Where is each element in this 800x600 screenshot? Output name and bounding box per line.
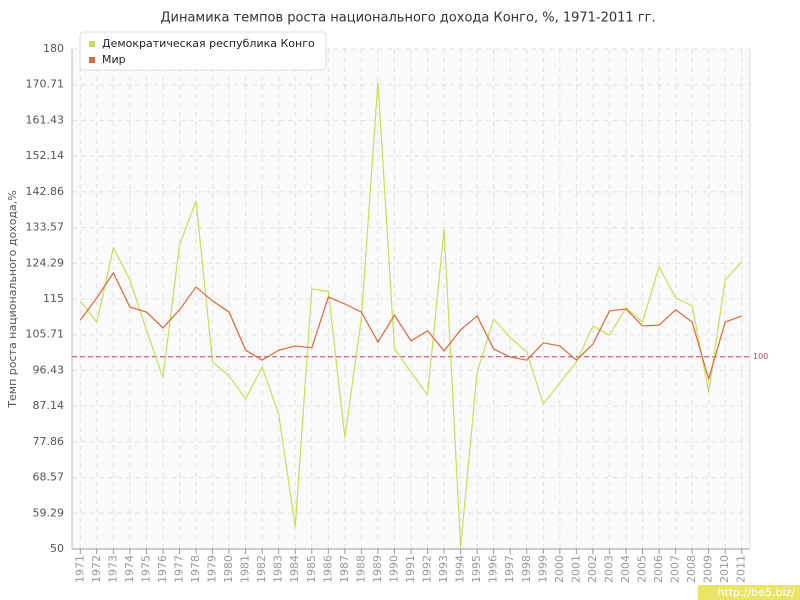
series-line bbox=[79, 271, 742, 382]
x-tick-label: 1984 bbox=[288, 555, 301, 583]
legend-box bbox=[79, 31, 327, 71]
x-tick-label: 1983 bbox=[272, 555, 285, 583]
y-tick-label: 68.57 bbox=[33, 471, 65, 484]
y-tick-label: 50 bbox=[50, 542, 64, 555]
y-tick-label: 87.14 bbox=[33, 399, 65, 412]
x-tick-label: 1985 bbox=[305, 555, 318, 583]
x-tick-label: 1971 bbox=[73, 555, 86, 583]
x-tick-label: 2007 bbox=[669, 555, 682, 583]
x-tick-label: 1974 bbox=[123, 555, 136, 583]
x-tick-label: 1993 bbox=[437, 555, 450, 583]
reference-label: 100 bbox=[753, 352, 768, 361]
y-tick-label: 59.29 bbox=[33, 506, 65, 519]
x-tick-label: 1990 bbox=[387, 555, 400, 583]
legend-swatch bbox=[89, 41, 95, 47]
y-tick-label: 133.57 bbox=[26, 221, 65, 234]
x-tick-label: 1988 bbox=[354, 555, 367, 583]
x-tick-label: 2004 bbox=[619, 555, 632, 583]
legend-label: Мир bbox=[102, 53, 126, 66]
watermark: http://be5.biz/ bbox=[718, 586, 796, 599]
x-tick-label: 1976 bbox=[156, 555, 169, 583]
y-tick-label: 124.29 bbox=[26, 256, 65, 269]
x-tick-label: 2005 bbox=[636, 555, 649, 583]
x-tick-label: 1996 bbox=[487, 555, 500, 583]
x-tick-label: 1972 bbox=[90, 555, 103, 583]
x-tick-label: 1994 bbox=[454, 555, 467, 583]
y-tick-label: 77.86 bbox=[33, 435, 65, 448]
x-tick-label: 1992 bbox=[421, 555, 434, 583]
x-tick-label: 1989 bbox=[371, 555, 384, 583]
x-tick-label: 2011 bbox=[735, 555, 748, 583]
x-tick-label: 1977 bbox=[172, 555, 185, 583]
x-tick-label: 2001 bbox=[569, 555, 582, 583]
x-tick-label: 1981 bbox=[239, 555, 252, 583]
x-tick-label: 2009 bbox=[702, 555, 715, 583]
x-tick-label: 1998 bbox=[520, 555, 533, 583]
x-tick-label: 1982 bbox=[255, 555, 268, 583]
x-tick-label: 2010 bbox=[718, 555, 731, 583]
watermark-bg bbox=[698, 585, 800, 600]
legend-swatch bbox=[89, 57, 95, 63]
x-tick-label: 1987 bbox=[338, 555, 351, 583]
x-tick-label: 1980 bbox=[222, 555, 235, 583]
x-tick-label: 2003 bbox=[602, 555, 615, 583]
y-tick-label: 105.71 bbox=[26, 328, 65, 341]
y-tick-label: 161.43 bbox=[26, 113, 65, 126]
y-tick-label: 115 bbox=[43, 292, 64, 305]
x-tick-label: 1997 bbox=[503, 555, 516, 583]
x-tick-label: 1973 bbox=[106, 555, 119, 583]
y-tick-label: 142.86 bbox=[26, 185, 65, 198]
y-axis-label: Темп роста национального дохода,% bbox=[6, 190, 19, 408]
y-tick-label: 180 bbox=[43, 42, 64, 55]
x-tick-label: 1979 bbox=[206, 555, 219, 583]
legend-label: Демократическая республика Конго bbox=[102, 37, 315, 50]
x-tick-label: 1975 bbox=[139, 555, 152, 583]
y-tick-label: 96.43 bbox=[33, 363, 65, 376]
x-tick-label: 2002 bbox=[586, 555, 599, 583]
x-tick-label: 1978 bbox=[189, 555, 202, 583]
x-tick-label: 1995 bbox=[470, 555, 483, 583]
y-tick-label: 152.14 bbox=[26, 149, 65, 162]
x-tick-label: 2008 bbox=[685, 555, 698, 583]
x-tick-label: 1999 bbox=[536, 555, 549, 583]
legend: Демократическая республика Конго Мир bbox=[79, 31, 327, 71]
series-line bbox=[79, 82, 743, 548]
x-tick-label: 2006 bbox=[652, 555, 665, 583]
x-tick-label: 2000 bbox=[553, 555, 566, 583]
x-tick-label: 1986 bbox=[321, 555, 334, 583]
x-tick-label: 1991 bbox=[404, 555, 417, 583]
chart-title: Динамика темпов роста национального дохо… bbox=[160, 11, 655, 26]
y-tick-label: 170.71 bbox=[26, 78, 65, 91]
